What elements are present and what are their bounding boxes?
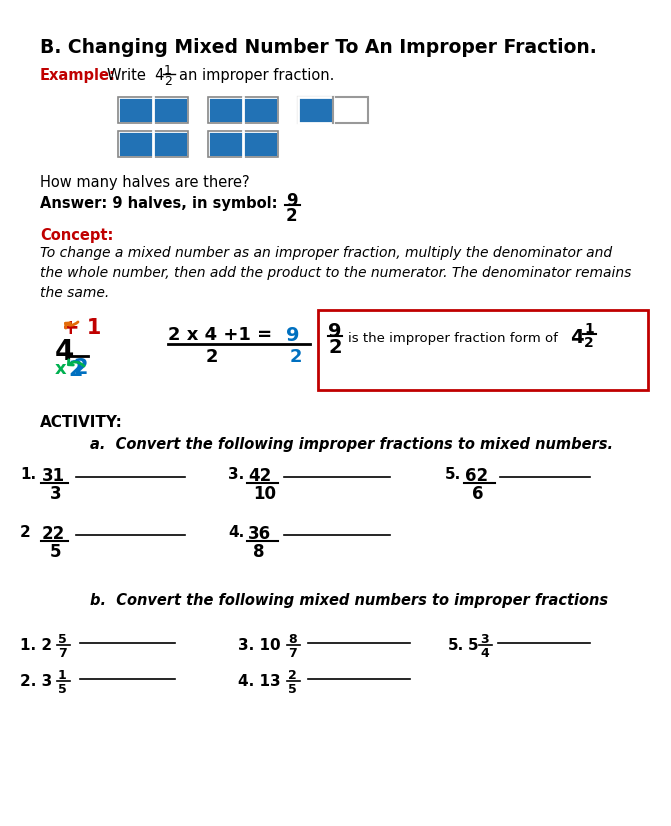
Text: 2: 2 (164, 75, 172, 88)
Text: 5: 5 (58, 633, 66, 646)
Text: 3: 3 (480, 633, 488, 646)
Text: b.  Convert the following mixed numbers to improper fractions: b. Convert the following mixed numbers t… (90, 593, 608, 608)
Text: 5: 5 (468, 638, 478, 653)
Text: 1: 1 (584, 322, 594, 336)
Text: 4: 4 (480, 647, 488, 660)
Text: 2: 2 (288, 669, 297, 682)
Text: Write  4: Write 4 (107, 68, 164, 83)
Text: 1: 1 (164, 64, 172, 77)
Text: 5: 5 (58, 683, 66, 696)
Text: 9: 9 (286, 326, 299, 345)
Bar (208, 97, 278, 123)
Text: 2: 2 (68, 360, 83, 380)
Text: 3. 10: 3. 10 (238, 638, 280, 653)
Text: 7: 7 (288, 647, 297, 660)
Text: 2 x 4 +1 =: 2 x 4 +1 = (168, 326, 272, 344)
Text: 5.: 5. (448, 638, 464, 653)
Text: 5: 5 (50, 543, 62, 561)
Text: 2: 2 (20, 525, 31, 540)
Text: 42: 42 (248, 467, 271, 485)
Text: 2: 2 (73, 358, 87, 378)
Text: 36: 36 (248, 525, 271, 543)
Text: 4.: 4. (228, 525, 244, 540)
Text: is the improper fraction form of: is the improper fraction form of (348, 332, 558, 345)
Text: 2: 2 (328, 338, 342, 357)
Bar (318, 310, 648, 390)
Text: 1: 1 (58, 669, 66, 682)
Text: 8: 8 (253, 543, 264, 561)
Text: 31: 31 (42, 467, 65, 485)
Text: Answer: 9 halves, in symbol:: Answer: 9 halves, in symbol: (40, 196, 278, 211)
Text: 3: 3 (50, 485, 62, 503)
Bar (118, 131, 188, 157)
Bar (208, 131, 278, 157)
Text: 2: 2 (584, 336, 594, 350)
Text: 9: 9 (328, 322, 342, 341)
Text: 4: 4 (570, 328, 584, 347)
Bar (298, 97, 368, 123)
Text: 10: 10 (253, 485, 276, 503)
Text: To change a mixed number as an improper fraction, multiply the denominator and
t: To change a mixed number as an improper … (40, 246, 631, 300)
Text: 2: 2 (206, 348, 219, 366)
Text: 1. 2: 1. 2 (20, 638, 52, 653)
Text: 4. 13: 4. 13 (238, 674, 280, 689)
Text: ACTIVITY:: ACTIVITY: (40, 415, 123, 430)
Text: 5: 5 (288, 683, 297, 696)
Text: 1.: 1. (20, 467, 36, 482)
Text: B. Changing Mixed Number To An Improper Fraction.: B. Changing Mixed Number To An Improper … (40, 38, 597, 57)
Text: Concept:: Concept: (40, 228, 113, 243)
Bar (298, 97, 333, 123)
Text: 5.: 5. (445, 467, 461, 482)
Bar (208, 97, 278, 123)
Bar (208, 131, 278, 157)
Text: 2: 2 (286, 207, 298, 225)
Text: x: x (55, 360, 66, 378)
Bar (118, 131, 188, 157)
Text: 3.: 3. (228, 467, 244, 482)
Text: 62: 62 (465, 467, 488, 485)
Bar (118, 97, 188, 123)
Text: 8: 8 (288, 633, 297, 646)
Text: + 1: + 1 (62, 318, 101, 338)
Text: Example:: Example: (40, 68, 116, 83)
Text: 7: 7 (58, 647, 66, 660)
Text: 2: 2 (290, 348, 303, 366)
Text: How many halves are there?: How many halves are there? (40, 175, 250, 190)
Text: 6: 6 (472, 485, 484, 503)
Text: a.  Convert the following improper fractions to mixed numbers.: a. Convert the following improper fracti… (90, 437, 613, 452)
Text: 9: 9 (286, 192, 298, 210)
Text: 2. 3: 2. 3 (20, 674, 52, 689)
Text: 4: 4 (55, 338, 74, 366)
Text: 22: 22 (42, 525, 65, 543)
Bar (118, 97, 188, 123)
Text: an improper fraction.: an improper fraction. (179, 68, 334, 83)
